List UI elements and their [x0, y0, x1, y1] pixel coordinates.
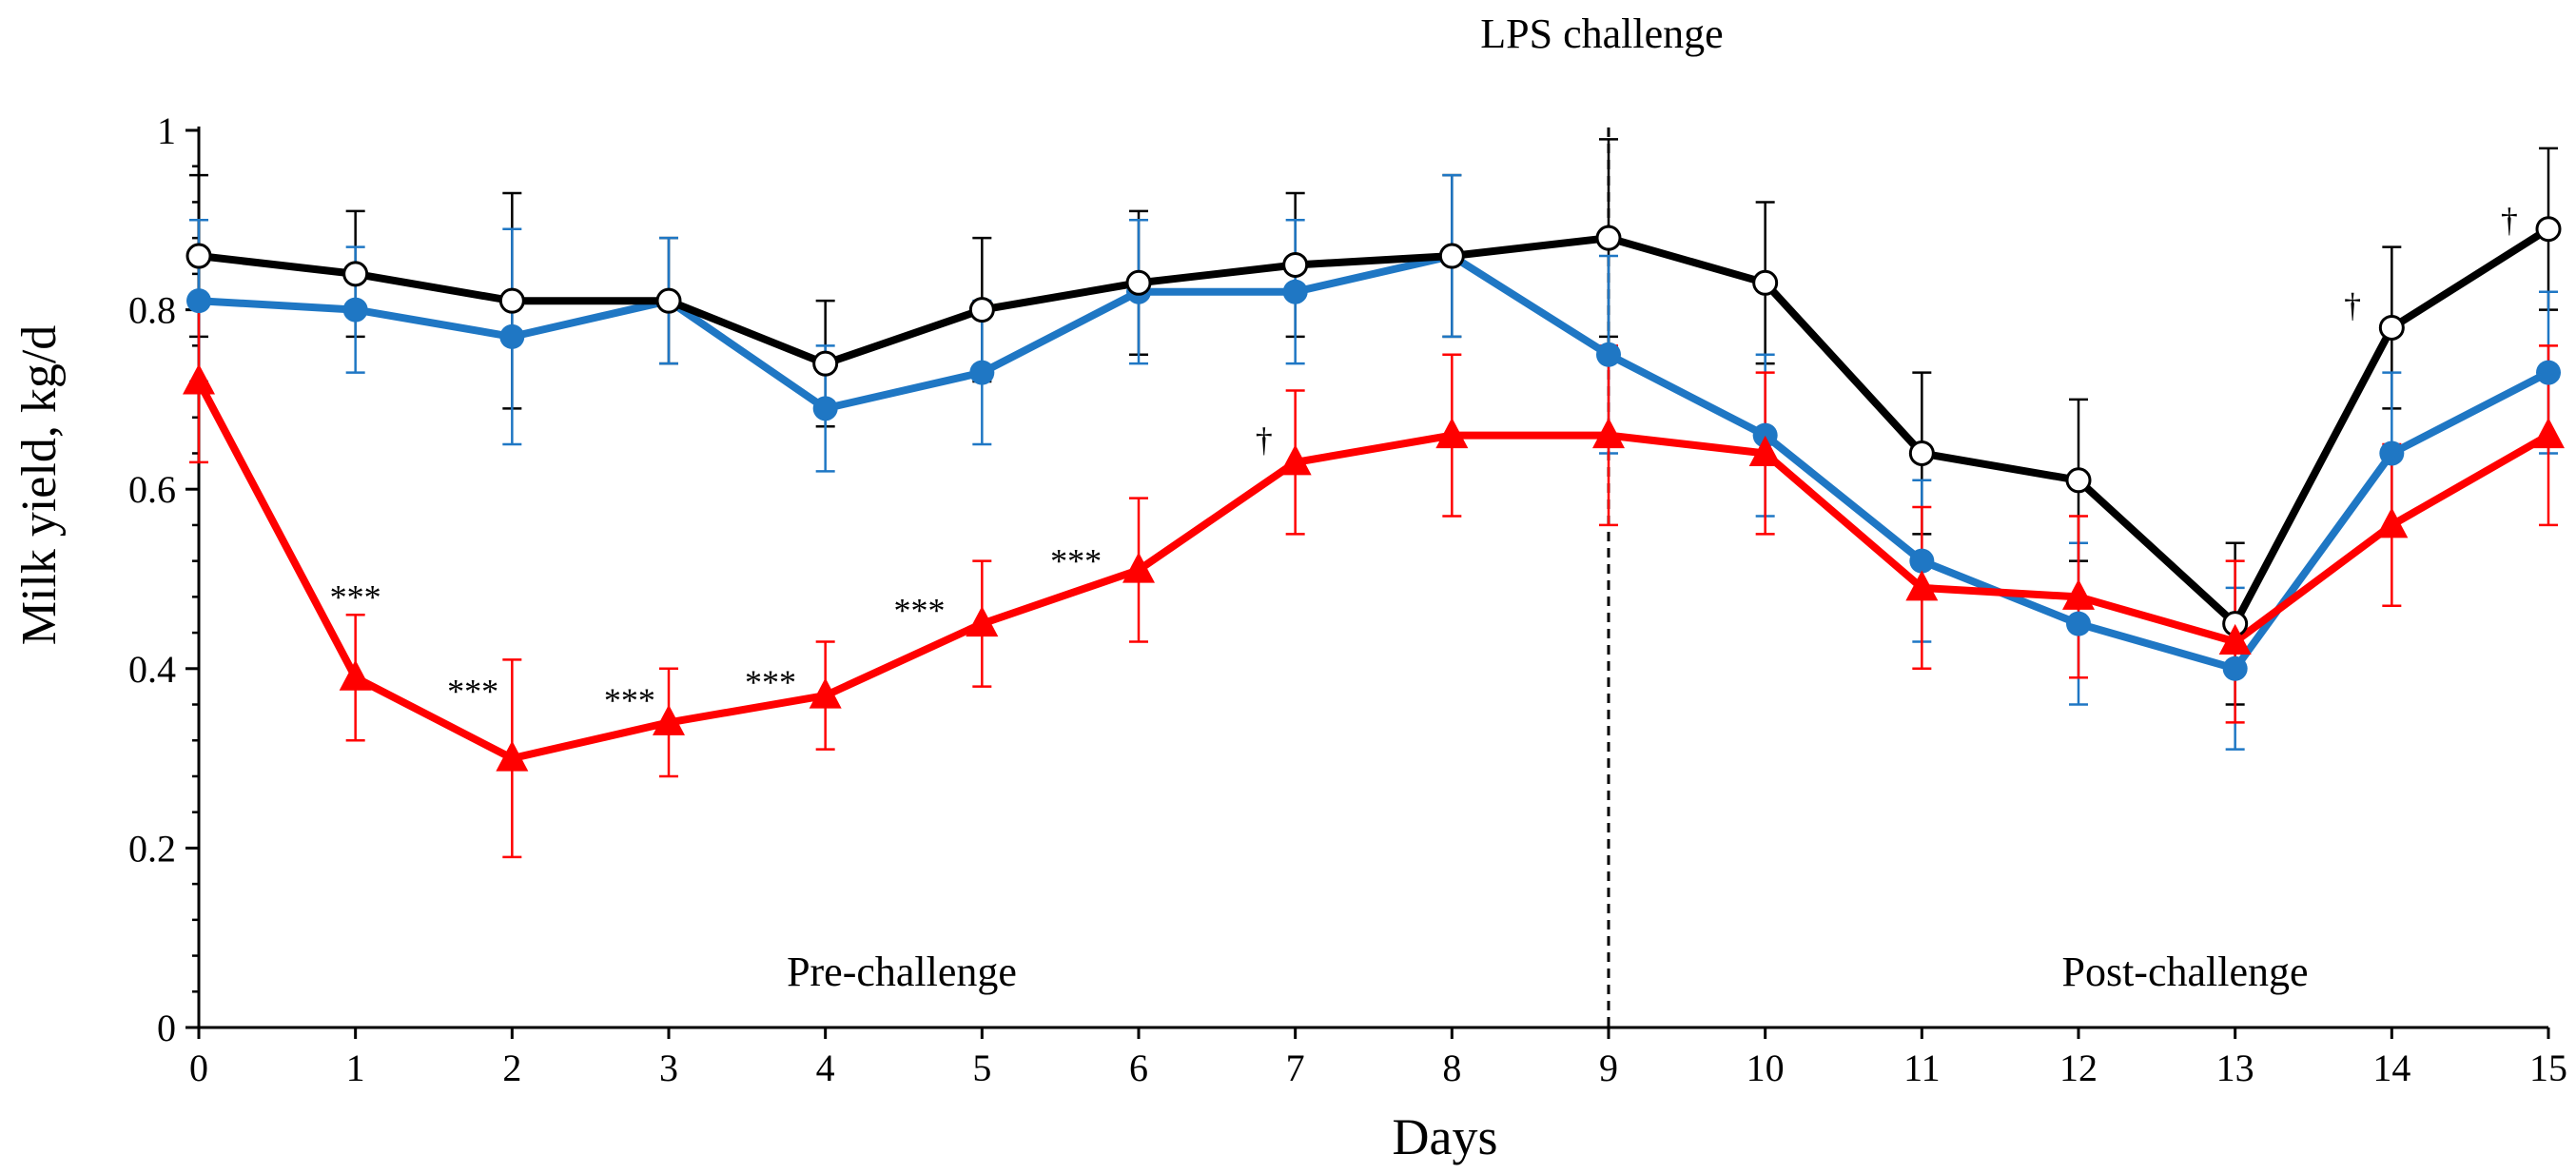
pre-challenge-label: Pre-challenge: [787, 949, 1017, 995]
data-point: [1748, 435, 1782, 466]
data-point: [2065, 467, 2092, 494]
significance-marker: ***: [447, 672, 498, 710]
data-point: [1752, 269, 1779, 296]
series-line: [198, 252, 2550, 673]
data-point: [2532, 418, 2565, 449]
post-challenge-label: Post-challenge: [2061, 949, 2308, 995]
data-point: [498, 287, 525, 314]
x-tick-label: 8: [1442, 1047, 1461, 1089]
series-group: [183, 138, 2565, 859]
axes: 00.20.40.60.810 1 2 3 4 5 6 7 8 9 10 11 12 13 14 15: [128, 109, 2567, 1089]
series-line: [198, 225, 2551, 628]
lps-challenge-label: LPS challenge: [1480, 10, 1723, 57]
x-tick-label: 2: [502, 1047, 521, 1089]
series-line: [195, 380, 2550, 763]
data-point: [2536, 360, 2561, 385]
x-tick-label: 6: [1129, 1047, 1148, 1089]
data-point: [812, 396, 838, 421]
y-tick-label: 0.2: [128, 827, 176, 870]
data-point: [812, 350, 839, 377]
data-point: [1282, 279, 1308, 304]
data-point: [2375, 507, 2409, 538]
data-point: [186, 288, 211, 314]
x-tick-label: 11: [1903, 1047, 1941, 1089]
data-point: [1282, 251, 1309, 278]
data-point: [183, 363, 215, 395]
x-tick-label: 3: [659, 1047, 678, 1089]
data-point: [1595, 225, 1622, 251]
x-tick-label: 0: [189, 1047, 208, 1089]
data-point: [1438, 243, 1465, 269]
data-point: [2535, 216, 2562, 243]
data-point: [2222, 655, 2248, 681]
data-point: [968, 297, 995, 323]
data-point: [1908, 440, 1935, 466]
data-point: [1278, 444, 1312, 476]
data-point: [1905, 570, 1939, 601]
data-point: [342, 261, 369, 287]
y-axis-label: Milk yield, kg/d: [12, 325, 67, 646]
data-point: [2379, 440, 2405, 466]
data-point: [969, 360, 995, 385]
annotations-group: *** *** *** *** *** *** † † †: [330, 201, 2518, 719]
x-tick-label: 12: [2059, 1047, 2098, 1089]
x-tick-label: 7: [1286, 1047, 1305, 1089]
x-axis-label: Days: [1393, 1108, 1498, 1165]
y-tick-label: 0: [157, 1007, 176, 1049]
x-tick-label: 1: [346, 1047, 365, 1089]
x-tick-label: 13: [2216, 1047, 2254, 1089]
x-tick-label: 15: [2529, 1047, 2567, 1089]
data-point: [2218, 623, 2252, 655]
x-tick-label: 5: [972, 1047, 991, 1089]
significance-marker: †: [2344, 286, 2361, 324]
data-point: [966, 606, 999, 637]
x-tick-label: 14: [2372, 1047, 2410, 1089]
significance-marker: ***: [330, 577, 381, 616]
x-tick-label: 10: [1747, 1047, 1785, 1089]
x-tick-label: 4: [816, 1047, 835, 1089]
data-point: [1125, 269, 1152, 296]
significance-marker: †: [1256, 421, 1273, 459]
data-point: [2062, 578, 2095, 610]
data-point: [1435, 418, 1469, 449]
data-point: [1122, 552, 1155, 583]
y-tick-label: 1: [157, 109, 176, 152]
data-point: [1909, 548, 1935, 574]
x-tick-label: 9: [1599, 1047, 1618, 1089]
y-tick-label: 0.8: [128, 289, 176, 332]
significance-marker: ***: [1050, 542, 1102, 580]
significance-marker: ***: [893, 592, 945, 630]
data-point: [1596, 342, 1621, 367]
data-point: [496, 740, 529, 772]
data-point: [653, 704, 685, 735]
data-point: [185, 243, 212, 269]
data-point: [809, 677, 842, 709]
data-point: [342, 297, 368, 323]
significance-marker: ***: [604, 681, 655, 719]
data-point: [2066, 611, 2091, 636]
data-point: [499, 323, 525, 349]
y-tick-label: 0.4: [128, 648, 176, 691]
data-point: [1752, 422, 1778, 448]
y-tick-label: 0.6: [128, 468, 176, 511]
significance-marker: ***: [745, 663, 796, 701]
data-point: [2378, 314, 2405, 341]
data-point: [1592, 418, 1625, 449]
data-point: [339, 659, 372, 691]
significance-marker: †: [2501, 201, 2518, 239]
data-point: [655, 287, 682, 314]
